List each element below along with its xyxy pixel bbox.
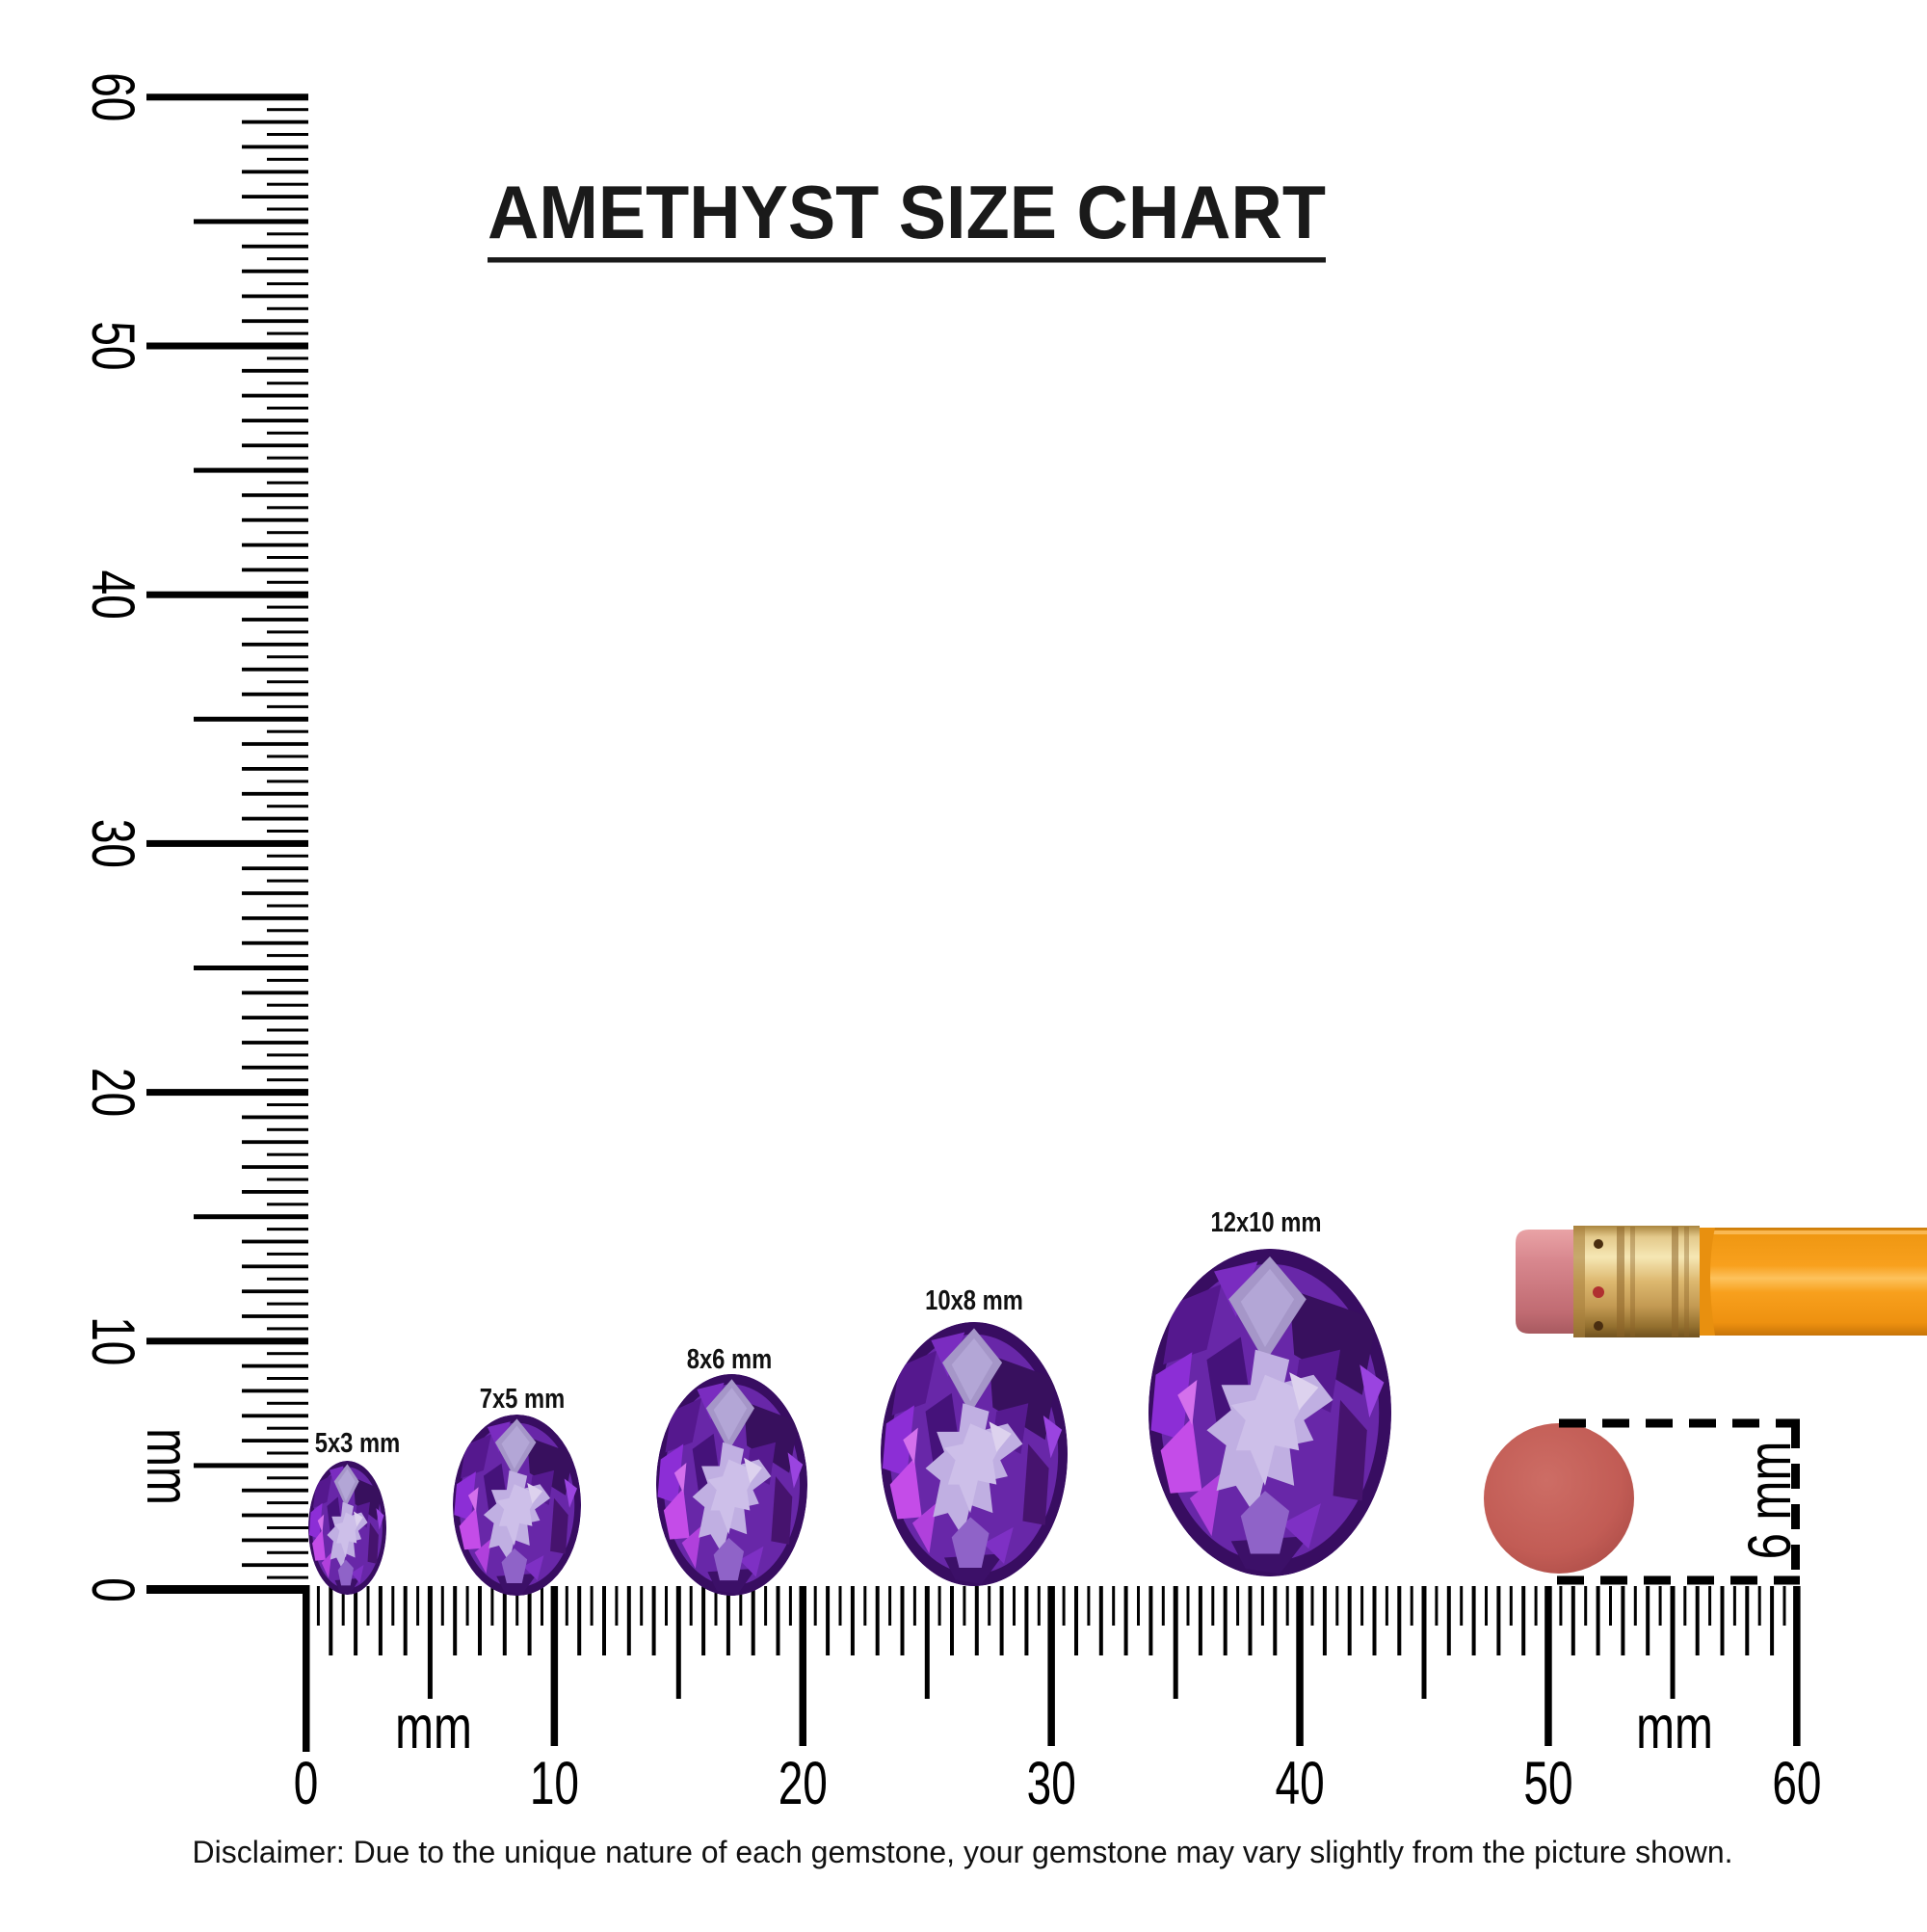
svg-text:30: 30 [1027,1749,1076,1817]
svg-text:50: 50 [1523,1749,1572,1817]
svg-text:10: 10 [79,1316,147,1365]
svg-text:Disclaimer: Due to the unique: Disclaimer: Due to the unique nature of … [193,1835,1733,1869]
svg-text:0: 0 [294,1749,319,1817]
svg-text:6 mm: 6 mm [1735,1442,1803,1560]
svg-text:0: 0 [79,1577,147,1602]
svg-text:60: 60 [79,72,147,121]
svg-text:mm: mm [395,1693,472,1761]
svg-text:10x8 mm: 10x8 mm [925,1284,1023,1316]
svg-text:AMETHYST SIZE CHART: AMETHYST SIZE CHART [488,171,1326,254]
svg-text:60: 60 [1772,1749,1821,1817]
svg-text:40: 40 [79,570,147,620]
svg-text:8x6 mm: 8x6 mm [687,1343,773,1375]
svg-text:10: 10 [530,1749,579,1817]
svg-text:50: 50 [79,321,147,370]
svg-text:7x5 mm: 7x5 mm [480,1383,566,1415]
svg-text:12x10 mm: 12x10 mm [1211,1206,1322,1238]
svg-text:20: 20 [779,1749,828,1817]
svg-text:mm: mm [1636,1693,1713,1761]
svg-text:40: 40 [1276,1749,1325,1817]
svg-text:30: 30 [79,819,147,868]
svg-text:20: 20 [79,1068,147,1117]
svg-text:mm: mm [134,1428,202,1505]
svg-text:5x3 mm: 5x3 mm [315,1427,401,1459]
